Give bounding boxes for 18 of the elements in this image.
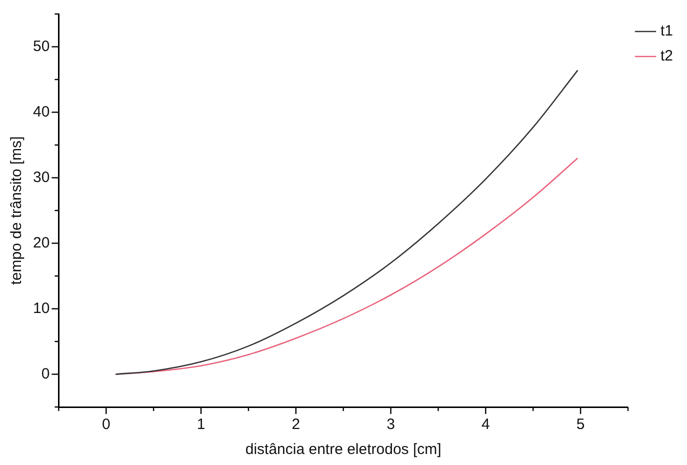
y-tick-label: 0	[41, 365, 50, 382]
x-tick-label: 5	[576, 416, 585, 434]
x-tick-label: 0	[102, 416, 110, 434]
x-tick-label: 3	[386, 416, 395, 434]
legend-label: t2	[660, 48, 674, 65]
y-tick-label: 50	[32, 38, 50, 55]
line-series	[114, 70, 578, 375]
y-tick-label: 40	[32, 103, 50, 120]
x-tick-label: 1	[196, 416, 206, 434]
x-tick-label: 2	[292, 416, 300, 434]
x-tick-label: 4	[481, 416, 490, 434]
line-series	[114, 157, 578, 375]
legend-label: t1	[660, 22, 674, 40]
y-tick-label: 30	[32, 168, 50, 186]
y-tick-label: 10	[32, 300, 50, 317]
x-axis-title: distância entre eletrodos [cm]	[245, 441, 442, 458]
y-tick-label: 20	[32, 234, 50, 252]
y-axis-title: tempo de trânsito [ms]	[8, 136, 26, 285]
